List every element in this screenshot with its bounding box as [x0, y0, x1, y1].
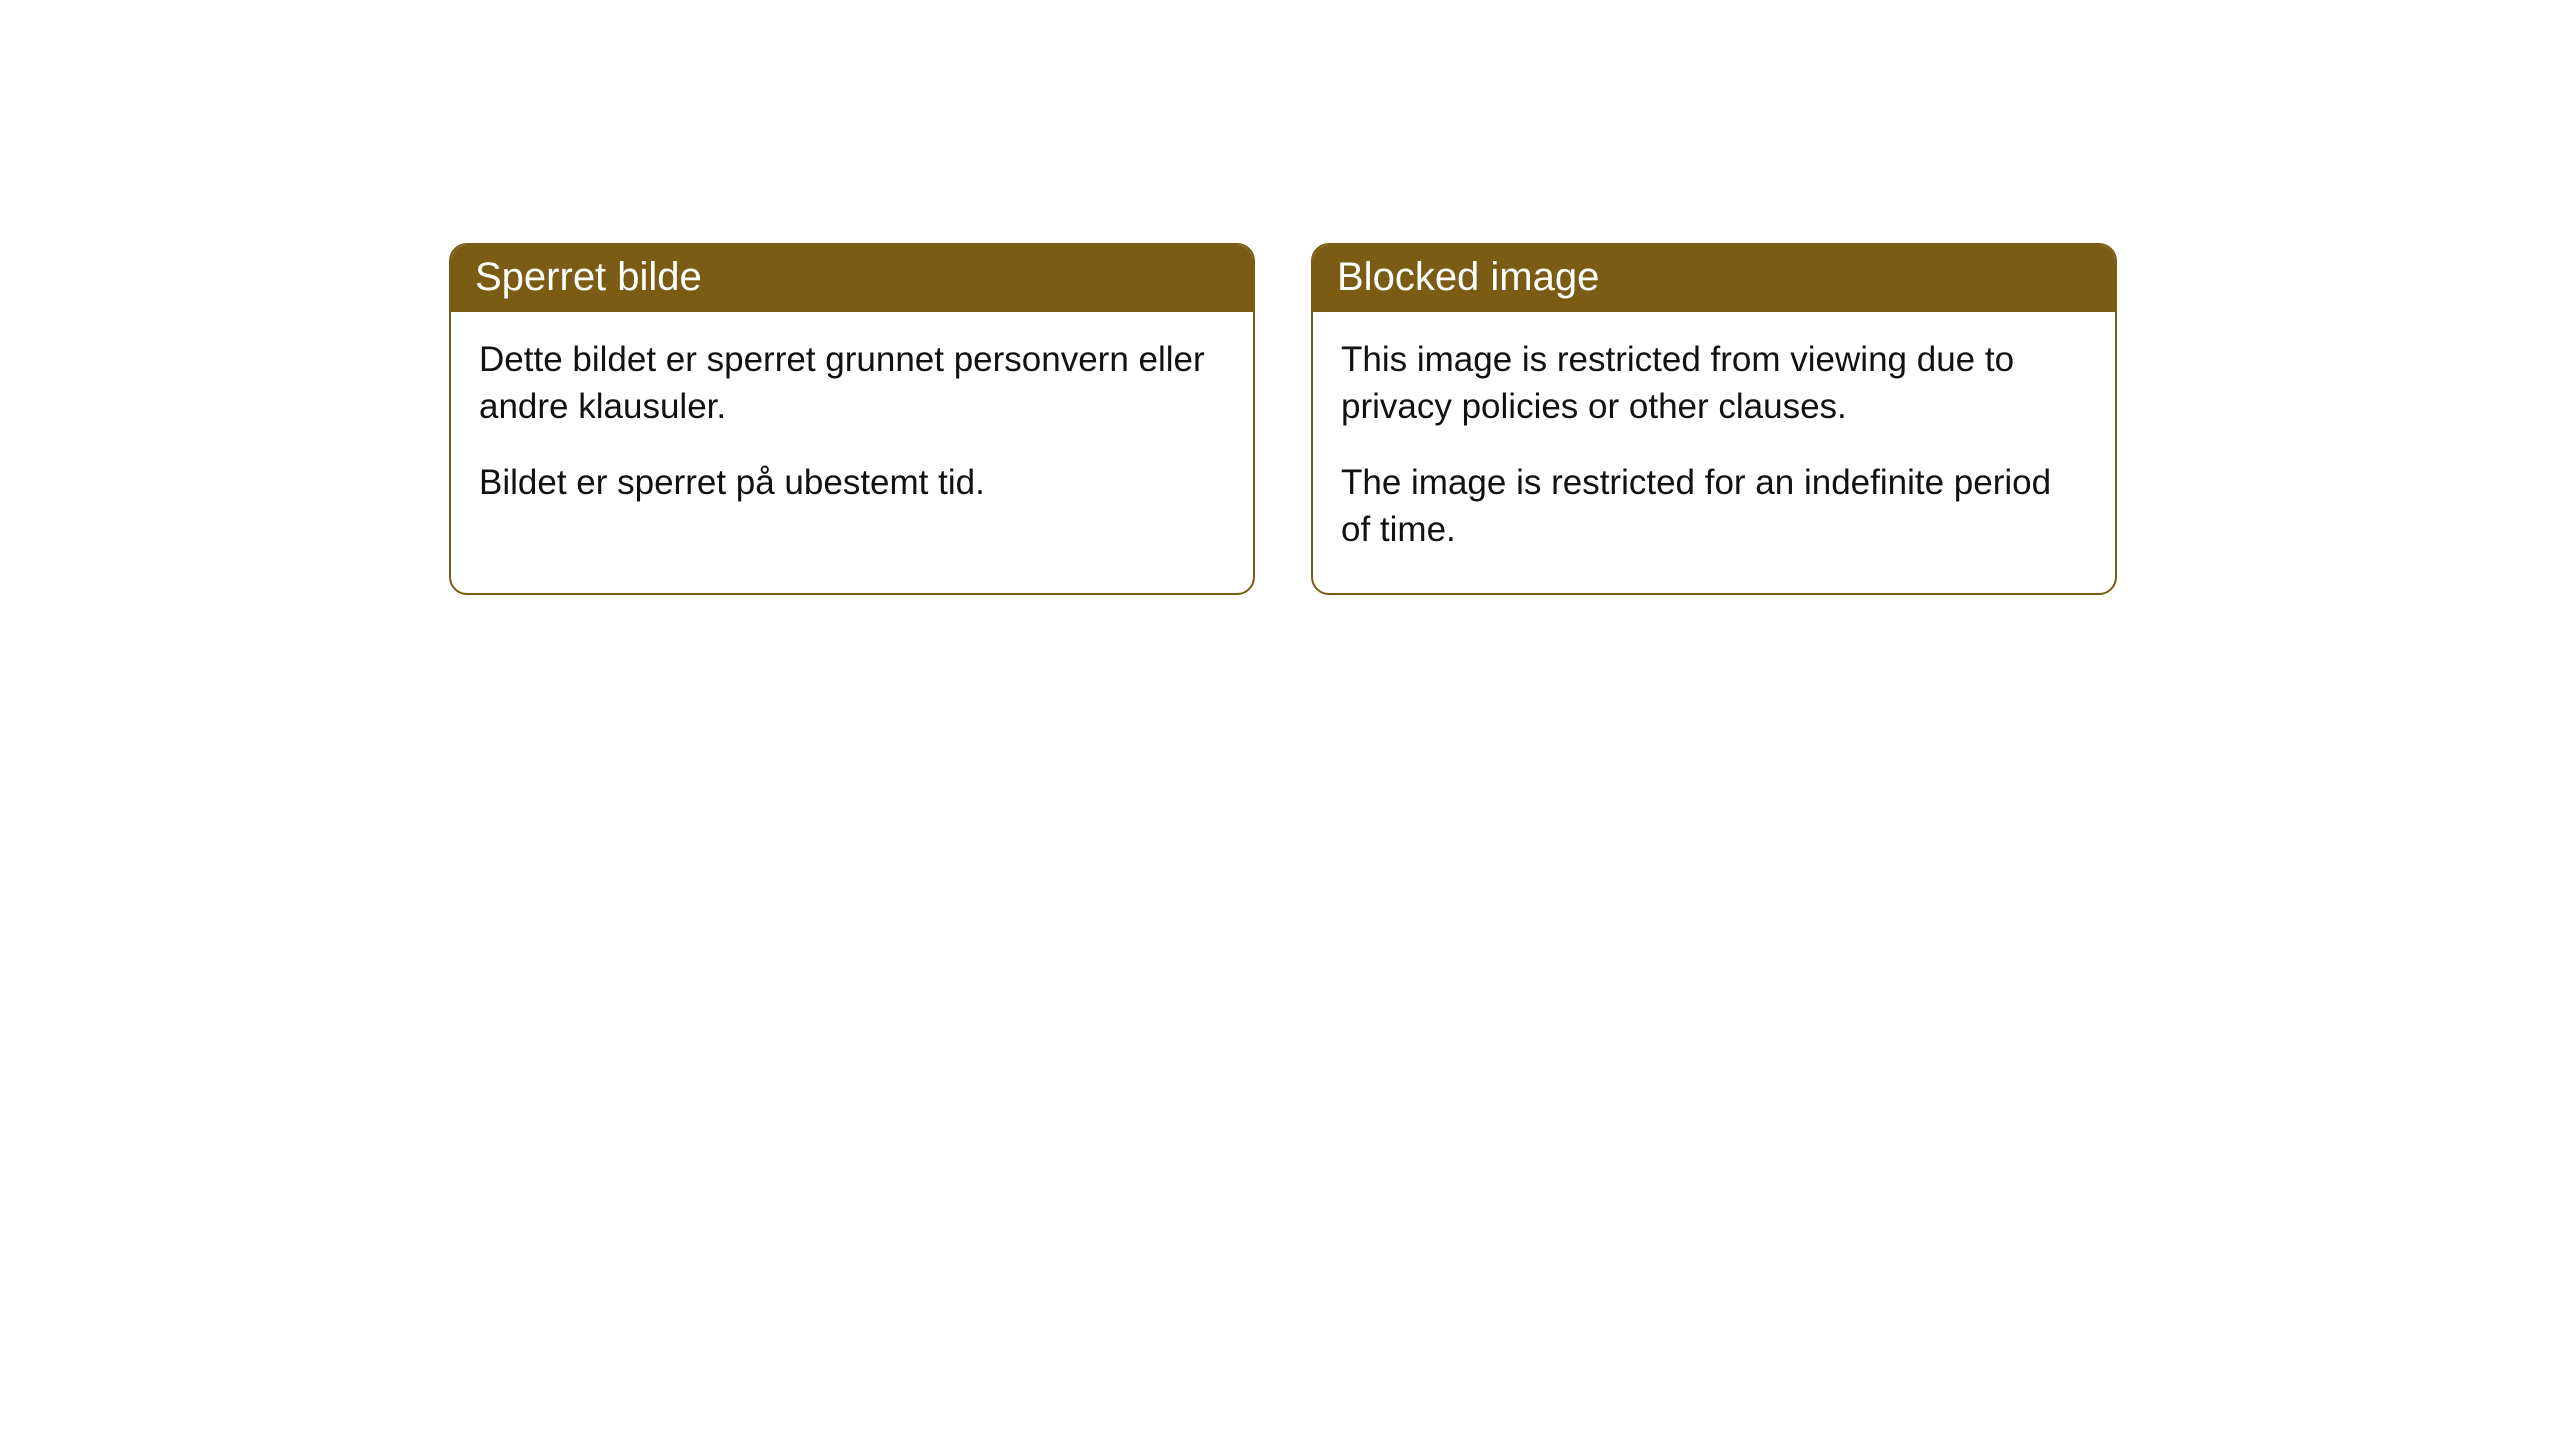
blocked-image-card-en: Blocked image This image is restricted f… [1311, 243, 2117, 595]
card-title: Blocked image [1313, 245, 2115, 312]
notice-cards-container: Sperret bilde Dette bildet er sperret gr… [449, 243, 2117, 595]
card-paragraph: This image is restricted from viewing du… [1341, 336, 2087, 431]
card-title: Sperret bilde [451, 245, 1253, 312]
card-paragraph: The image is restricted for an indefinit… [1341, 459, 2087, 554]
blocked-image-card-no: Sperret bilde Dette bildet er sperret gr… [449, 243, 1255, 595]
card-paragraph: Bildet er sperret på ubestemt tid. [479, 459, 1225, 506]
card-paragraph: Dette bildet er sperret grunnet personve… [479, 336, 1225, 431]
card-body: Dette bildet er sperret grunnet personve… [451, 312, 1253, 546]
card-body: This image is restricted from viewing du… [1313, 312, 2115, 593]
